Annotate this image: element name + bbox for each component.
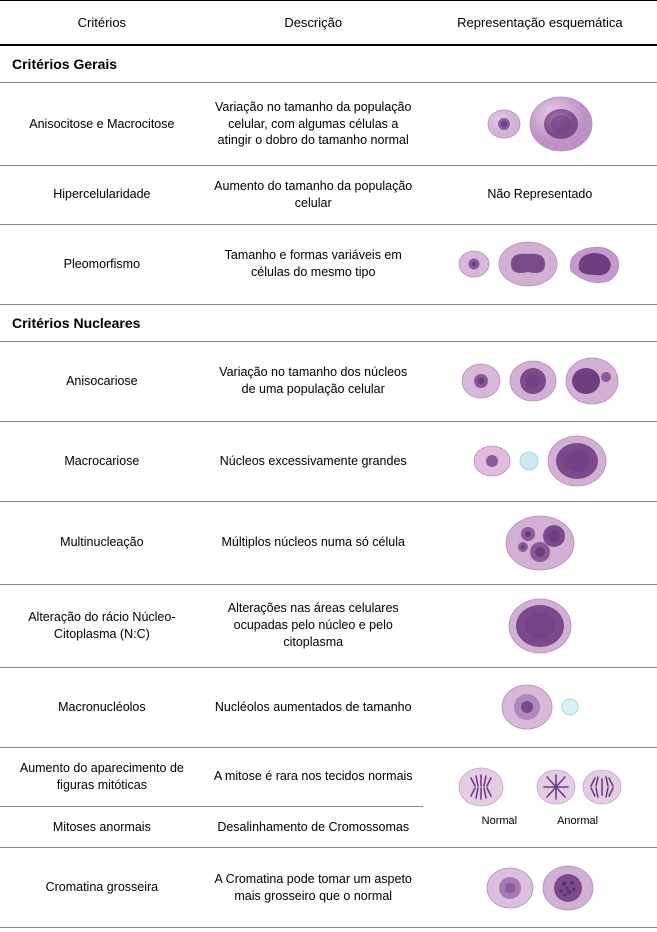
cell-icon [564, 356, 620, 406]
label-anormal: Anormal [557, 814, 598, 829]
row-racio-nc: Alteração do rácio Núcleo-Citoplasma (N:… [0, 584, 657, 667]
cell-icon [565, 241, 623, 287]
anisocariose-description: Variação no tamanho dos núcleos de uma p… [204, 341, 423, 421]
anisocitose-description: Variação no tamanho da população celular… [204, 83, 423, 166]
mitoses-anormais-description: Desalinhamento de Cromossomas [204, 806, 423, 848]
cell-icon [485, 866, 535, 910]
anisocitose-image [423, 83, 657, 166]
racio-nc-criteria: Alteração do rácio Núcleo-Citoplasma (N:… [0, 584, 204, 667]
mitoses-anormais-criteria: Mitoses anormais [0, 806, 204, 848]
cromatina-criteria: Cromatina grosseira [0, 848, 204, 928]
row-anisocariose: Anisocariose Variação no tamanho dos núc… [0, 341, 657, 421]
macronucleolos-criteria: Macronucléolos [0, 667, 204, 747]
macronucleolos-image [423, 667, 657, 747]
table-header-row: Critérios Descrição Representação esquem… [0, 1, 657, 46]
section-nuclear: Critérios Nucleares [0, 304, 657, 341]
cell-icon [507, 597, 573, 655]
ghost-cell-icon [518, 450, 540, 472]
cell-icon [528, 95, 594, 153]
cell-icon [541, 864, 595, 912]
anisocitose-criteria: Anisocitose e Macrocitose [0, 83, 204, 166]
header-description: Descrição [204, 1, 423, 46]
label-normal: Normal [482, 814, 517, 829]
macrocariose-description: Núcleos excessivamente grandes [204, 421, 423, 501]
pleomorfismo-criteria: Pleomorfismo [0, 224, 204, 304]
cell-icon [546, 434, 608, 488]
mitoses-image: Normal Anormal [423, 747, 657, 848]
cell-icon [500, 683, 554, 731]
multinucleacao-criteria: Multinucleação [0, 501, 204, 584]
header-criteria: Critérios [0, 1, 204, 46]
section-nuclear-label: Critérios Nucleares [0, 304, 657, 341]
anisocariose-image [423, 341, 657, 421]
cromatina-image [423, 848, 657, 928]
cell-icon [457, 249, 491, 279]
anisocariose-criteria: Anisocariose [0, 341, 204, 421]
macrocariose-image [423, 421, 657, 501]
criteria-table: Critérios Descrição Representação esquem… [0, 0, 657, 928]
mitoticas-criteria: Aumento do aparecimento de figuras mitót… [0, 747, 204, 806]
row-hipercelularidade: Hipercelularidade Aumento do tamanho da … [0, 166, 657, 225]
racio-nc-description: Alterações nas áreas celulares ocupadas … [204, 584, 423, 667]
header-representation: Representação esquemática [423, 1, 657, 46]
cell-icon [460, 362, 502, 400]
multinucleacao-description: Múltiplos núcleos numa só célula [204, 501, 423, 584]
cromatina-description: A Cromatina pode tomar um aspeto mais gr… [204, 848, 423, 928]
hipercelularidade-criteria: Hipercelularidade [0, 166, 204, 225]
macrocariose-criteria: Macrocariose [0, 421, 204, 501]
hipercelularidade-representation: Não Representado [423, 166, 657, 225]
pleomorfismo-description: Tamanho e formas variáveis em células do… [204, 224, 423, 304]
cell-icon [508, 359, 558, 403]
section-general-label: Critérios Gerais [0, 45, 657, 83]
cell-icon [504, 514, 576, 572]
cell-icon [486, 108, 522, 140]
row-anisocitose: Anisocitose e Macrocitose Variação no ta… [0, 83, 657, 166]
mitosis-abnormal-icon [535, 768, 623, 806]
section-general: Critérios Gerais [0, 45, 657, 83]
multinucleacao-image [423, 501, 657, 584]
hipercelularidade-description: Aumento do tamanho da população celular [204, 166, 423, 225]
row-multinucleacao: Multinucleação Múltiplos núcleos numa só… [0, 501, 657, 584]
row-cromatina: Cromatina grosseira A Cromatina pode tom… [0, 848, 657, 928]
mitosis-normal-icon [457, 766, 505, 808]
racio-nc-image [423, 584, 657, 667]
macronucleolos-description: Nucléolos aumentados de tamanho [204, 667, 423, 747]
cell-icon [472, 444, 512, 478]
pleomorfismo-image [423, 224, 657, 304]
mitoticas-description: A mitose é rara nos tecidos normais [204, 747, 423, 806]
row-macronucleolos: Macronucléolos Nucléolos aumentados de t… [0, 667, 657, 747]
row-macrocariose: Macrocariose Núcleos excessivamente gran… [0, 421, 657, 501]
cell-icon [497, 240, 559, 288]
ghost-cell-icon [560, 697, 580, 717]
row-mitoticas: Aumento do aparecimento de figuras mitót… [0, 747, 657, 806]
row-pleomorfismo: Pleomorfismo Tamanho e formas variáveis … [0, 224, 657, 304]
